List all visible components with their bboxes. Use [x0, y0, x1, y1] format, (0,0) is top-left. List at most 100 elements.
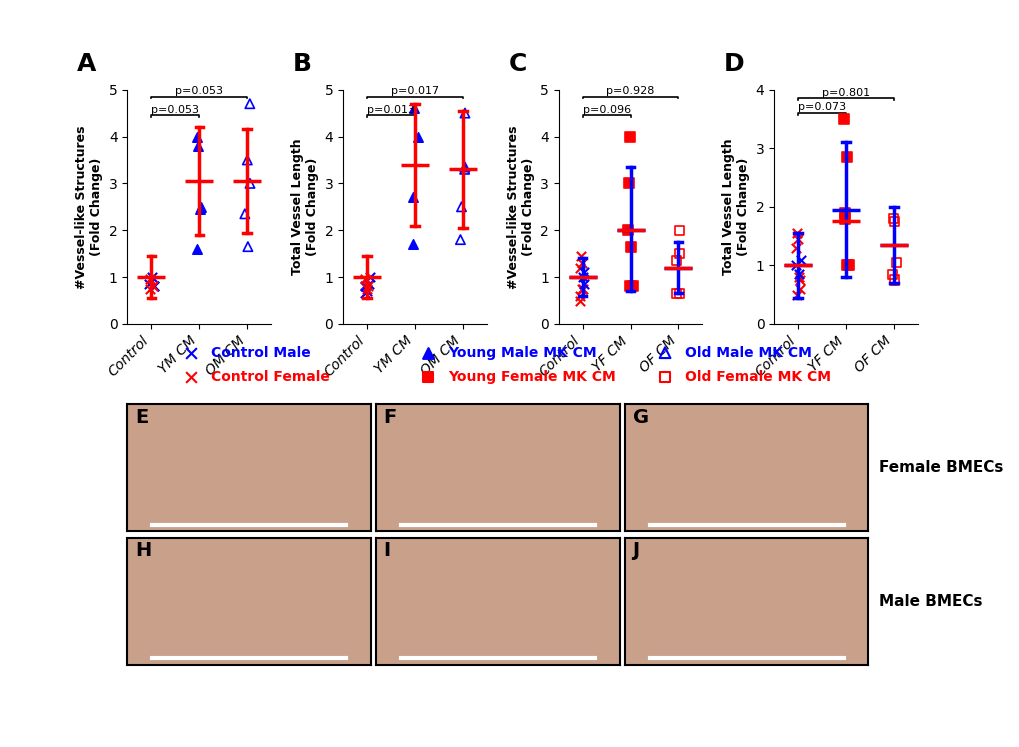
Point — [574, 257, 590, 269]
Text: p=0.801: p=0.801 — [821, 88, 869, 98]
Point — [838, 151, 854, 163]
Y-axis label: #Vessel-like Structures
(Fold Change): #Vessel-like Structures (Fold Change) — [506, 125, 534, 288]
Point — [142, 283, 158, 295]
Point — [625, 280, 641, 292]
Point — [405, 102, 421, 114]
Text: p=0.096: p=0.096 — [582, 105, 630, 115]
Point — [146, 280, 162, 292]
Y-axis label: Total Vessel Length
(Fold Change): Total Vessel Length (Fold Change) — [290, 138, 319, 275]
Point — [572, 261, 588, 273]
Point — [144, 271, 160, 283]
Text: A: A — [77, 52, 97, 76]
Point — [792, 253, 808, 265]
Point — [457, 164, 473, 176]
Point — [572, 290, 588, 302]
Point — [359, 285, 375, 297]
Point — [192, 203, 208, 215]
Point — [572, 294, 588, 306]
Text: p=0.073: p=0.073 — [797, 102, 846, 113]
Text: Old Female MK CM: Old Female MK CM — [684, 370, 830, 384]
Point — [667, 288, 684, 300]
Point — [671, 248, 687, 260]
Point — [792, 283, 808, 295]
Point — [457, 161, 473, 173]
Text: I: I — [383, 542, 390, 560]
Point — [575, 278, 591, 290]
Point — [837, 207, 853, 219]
Point — [886, 215, 902, 227]
Text: C: C — [507, 52, 526, 76]
Point — [791, 268, 807, 280]
Text: Control Male: Control Male — [210, 346, 310, 360]
Point — [361, 271, 377, 283]
Point — [789, 233, 805, 245]
Point — [789, 288, 805, 300]
Point — [623, 241, 639, 252]
Point — [361, 278, 377, 290]
Y-axis label: Total Vessel Length
(Fold Change): Total Vessel Length (Fold Change) — [721, 138, 749, 275]
Point — [791, 274, 807, 286]
Text: D: D — [723, 52, 744, 76]
Point — [622, 280, 638, 292]
Point — [574, 283, 590, 295]
Text: p=0.928: p=0.928 — [605, 86, 654, 96]
Text: G: G — [632, 408, 648, 427]
Point — [621, 131, 637, 143]
Text: Old Male MK CM: Old Male MK CM — [684, 346, 811, 360]
Point — [620, 224, 636, 236]
Point — [236, 208, 253, 220]
Point — [787, 259, 803, 271]
Point — [189, 131, 205, 143]
Point — [837, 213, 853, 225]
Point — [574, 283, 590, 295]
Point — [242, 98, 258, 110]
Point — [239, 241, 256, 252]
Text: B: B — [292, 52, 312, 76]
Point — [142, 273, 158, 285]
Point — [357, 273, 373, 285]
Text: p=0.053: p=0.053 — [175, 86, 223, 96]
Point — [141, 278, 157, 290]
Text: p=0.053: p=0.053 — [151, 105, 199, 115]
Text: E: E — [135, 408, 148, 427]
Point — [409, 131, 425, 143]
Point — [883, 268, 900, 280]
Point — [359, 280, 375, 292]
Point — [888, 256, 904, 268]
Point — [189, 243, 205, 255]
Text: Young Female MK CM: Young Female MK CM — [447, 370, 614, 384]
Point — [452, 201, 469, 213]
Text: Young Male MK CM: Young Male MK CM — [447, 346, 596, 360]
Point — [671, 288, 687, 300]
Point — [145, 280, 161, 292]
Point — [451, 234, 468, 246]
Point — [357, 288, 373, 300]
Point — [884, 213, 901, 225]
Text: Control Female: Control Female — [210, 370, 329, 384]
Point — [357, 280, 373, 292]
Point — [667, 255, 684, 267]
Point — [573, 250, 589, 262]
Text: p=0.013: p=0.013 — [367, 105, 415, 115]
Point — [146, 280, 162, 292]
Text: p=0.017: p=0.017 — [390, 86, 438, 96]
Point — [575, 271, 591, 283]
Point — [242, 177, 258, 189]
Point — [788, 227, 804, 239]
Point — [836, 113, 852, 125]
Text: Female BMECs: Female BMECs — [877, 460, 1002, 475]
Point — [790, 271, 806, 283]
Text: Male BMECs: Male BMECs — [877, 594, 981, 609]
Point — [840, 259, 856, 271]
Point — [886, 274, 902, 286]
Point — [193, 201, 209, 213]
Point — [405, 191, 421, 203]
Point — [671, 224, 687, 236]
Point — [190, 140, 206, 152]
Y-axis label: #Vessel-like Structures
(Fold Change): #Vessel-like Structures (Fold Change) — [75, 125, 103, 288]
Text: J: J — [632, 542, 639, 560]
Text: H: H — [135, 542, 151, 560]
Point — [359, 283, 375, 295]
Text: F: F — [383, 408, 396, 427]
Point — [787, 242, 803, 254]
